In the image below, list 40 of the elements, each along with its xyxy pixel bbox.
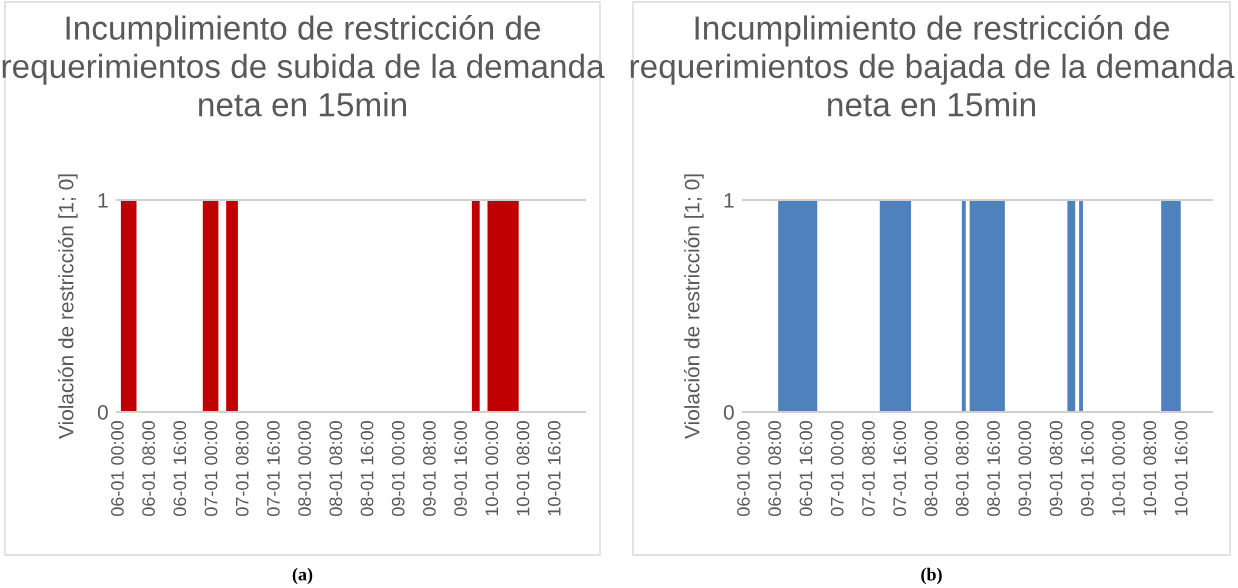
x-tick-label: 07-01 08:00 bbox=[235, 421, 249, 516]
x-tick-label: 07-01 00:00 bbox=[830, 421, 844, 516]
x-tick-label: 06-01 08:00 bbox=[768, 421, 782, 516]
y-tick-label: 1 bbox=[724, 193, 734, 208]
x-tick-label: 09-01 08:00 bbox=[1049, 421, 1063, 516]
x-tick-label: 07-01 16:00 bbox=[267, 421, 280, 516]
x-tick-label: 06-01 00:00 bbox=[737, 421, 750, 516]
x-tick-label: 08-01 00:00 bbox=[298, 421, 311, 516]
x-tick-label: 08-01 08:00 bbox=[329, 421, 343, 516]
text: (b) bbox=[921, 567, 942, 585]
x-tick-label: 09-01 08:00 bbox=[423, 421, 436, 516]
x-tick-label: 10-01 16:00 bbox=[547, 421, 561, 516]
x-tick-label: 06-01 00:00 bbox=[111, 421, 124, 516]
x-tick-label: 09-01 00:00 bbox=[391, 421, 405, 516]
x-tick-label: 10-01 16:00 bbox=[1174, 421, 1188, 516]
x-tick-label: 08-01 16:00 bbox=[987, 421, 1000, 516]
x-tick-label: 08-01 00:00 bbox=[924, 421, 938, 516]
x-tick-label: 10-01 08:00 bbox=[516, 421, 530, 516]
y-tick-label: 0 bbox=[97, 405, 108, 420]
x-tick-label: 07-01 08:00 bbox=[862, 421, 875, 516]
y-tick-label: 1 bbox=[98, 193, 108, 208]
x-tick-label: 09-01 16:00 bbox=[1080, 421, 1094, 516]
x-tick-label: 06-01 16:00 bbox=[173, 421, 187, 516]
chart-title: Incumplimiento de restricción de requerimientos de subida de la demanda neta en 15min bbox=[2, 15, 605, 117]
y-axis-title: Violación de restricción [1; 0] bbox=[57, 174, 78, 439]
x-tick-label: 08-01 08:00 bbox=[955, 421, 969, 516]
chart-title: Incumplimiento de restricción de requerimientos de bajada de la demanda neta en 15min bbox=[630, 15, 1235, 117]
y-tick-label: 0 bbox=[723, 405, 734, 420]
x-tick-label: 07-01 00:00 bbox=[204, 421, 218, 516]
x-tick-label: 09-01 16:00 bbox=[454, 421, 467, 516]
x-tick-label: 06-01 08:00 bbox=[142, 421, 155, 516]
x-tick-label: 10-01 00:00 bbox=[485, 421, 499, 516]
x-tick-label: 10-01 00:00 bbox=[1112, 421, 1125, 516]
x-tick-label: 08-01 16:00 bbox=[360, 421, 374, 516]
x-tick-label: 07-01 16:00 bbox=[893, 421, 907, 516]
x-tick-label: 06-01 16:00 bbox=[799, 421, 813, 516]
y-axis-title: Violación de restricción [1; 0] bbox=[683, 174, 704, 439]
text: (a) bbox=[292, 567, 313, 585]
x-tick-label: 10-01 08:00 bbox=[1143, 421, 1157, 516]
x-tick-label: 09-01 00:00 bbox=[1018, 421, 1032, 516]
